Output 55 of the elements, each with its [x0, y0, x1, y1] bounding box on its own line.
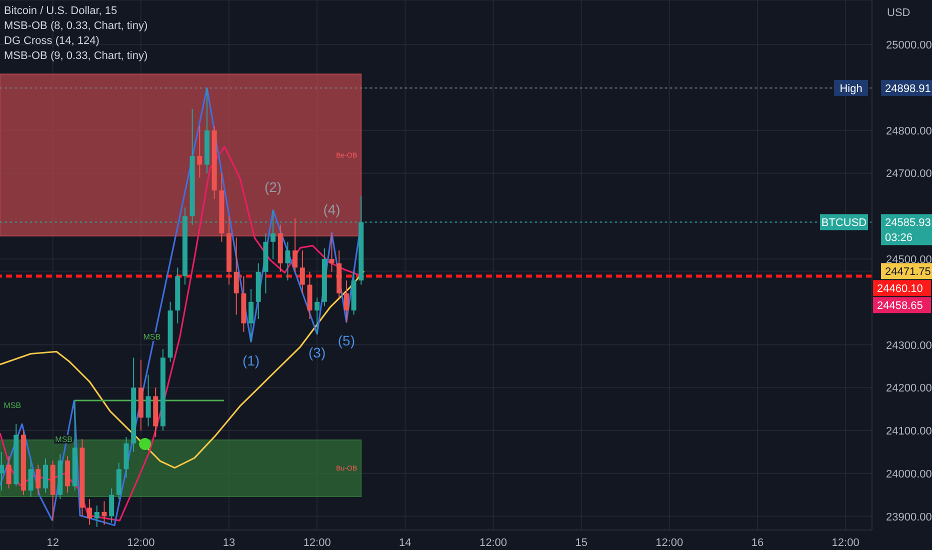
candlestick	[102, 500, 107, 526]
text: 03:26	[885, 232, 913, 244]
x-tick-label: 12	[46, 536, 59, 549]
candlestick	[28, 460, 34, 498]
y-tick-label: 24471.75	[885, 266, 931, 278]
x-tick-label: 16	[751, 536, 764, 549]
y-tick-label: 24800.00	[886, 125, 932, 138]
candlestick	[329, 232, 334, 272]
annotation: (3)	[308, 344, 326, 361]
candlestick	[6, 456, 12, 489]
x-tick-label: 15	[575, 536, 588, 549]
annotation: (4)	[323, 202, 340, 218]
candlestick	[94, 505, 100, 528]
x-tick-label: 14	[399, 536, 412, 549]
candlestick	[285, 241, 290, 281]
annotation: (5)	[338, 332, 356, 349]
x-tick-label: 12:00	[832, 536, 860, 549]
y-tick-label: 24100.00	[886, 426, 932, 438]
candlestick	[292, 218, 298, 272]
x-tick-label: 12:00	[656, 536, 684, 549]
x-tick-label: 13	[222, 536, 236, 549]
y-tick-label: 24300.00	[886, 340, 932, 352]
candlestick	[197, 126, 202, 178]
candlestick	[87, 498, 92, 526]
annotation: (1)	[242, 352, 260, 368]
text: 24460.10	[877, 283, 923, 296]
annotation: MSB	[4, 401, 22, 410]
candlestick	[300, 250, 305, 294]
text: 24458.65	[877, 300, 923, 312]
candlestick	[234, 237, 239, 316]
y-tick-label: 24000.00	[886, 468, 932, 480]
candlestick	[43, 458, 48, 494]
y-tick-label: 23900.00	[886, 511, 932, 524]
ref-line-label: BTCUSD	[821, 217, 867, 230]
candlestick	[146, 374, 151, 427]
ref-line-label: High	[840, 82, 862, 95]
y-tick-label: 24200.00	[886, 382, 932, 395]
y-tick-label: 24585.93	[885, 217, 931, 230]
candlestick	[109, 488, 114, 524]
y-tick-label: 25000.00	[886, 40, 932, 52]
x-tick-label: 12:00	[127, 536, 155, 549]
text: Bitcoin / U.S. Dollar, 15	[4, 4, 118, 19]
annotation: (2)	[264, 178, 282, 195]
y-tick-label: 24898.91	[885, 82, 931, 95]
text: MSB-OB (8, 0.33, Chart, tiny) DG Cross (14, 124) MSB-OB (9, 0.33, Chart, tiny)	[4, 19, 148, 64]
candlestick	[248, 288, 254, 342]
x-tick-label: 12:00	[303, 536, 331, 549]
y-tick-label: 24700.00	[886, 168, 932, 180]
candlestick	[344, 280, 349, 323]
candlestick	[314, 297, 320, 335]
candlestick	[36, 464, 41, 496]
y-tick-label: 24500.00	[886, 254, 932, 266]
candlestick	[0, 451, 4, 492]
y-axis-title: USD	[887, 7, 910, 19]
x-tick-label: 12:00	[479, 536, 508, 549]
